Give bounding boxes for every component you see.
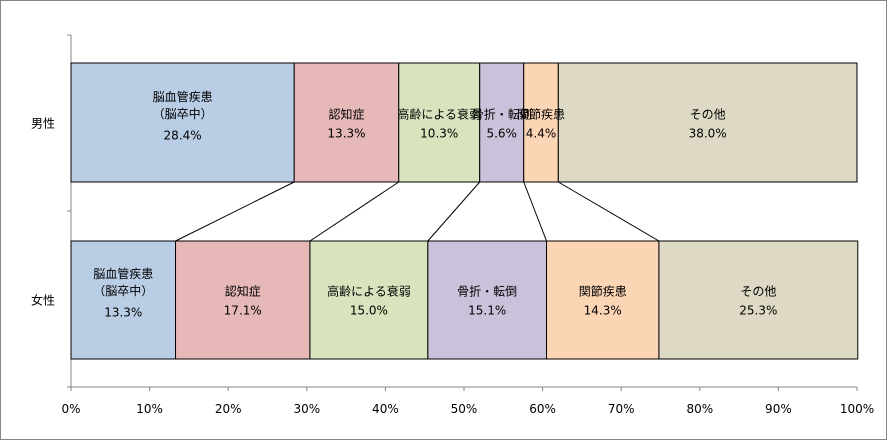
connector-line: [427, 181, 481, 242]
x-tick-label: 30%: [293, 402, 321, 416]
segment-name: 高齢による衰弱: [397, 107, 482, 121]
value-label: 10.3%: [420, 126, 459, 140]
x-tick-label: 20%: [214, 402, 242, 416]
bar-segment: [309, 240, 429, 360]
segment-name: その他: [740, 284, 777, 299]
segment-name: 骨折・転倒: [471, 107, 532, 121]
bar-segment: [70, 62, 295, 183]
x-tick-label: 80%: [686, 402, 714, 416]
bar-segment: [398, 62, 481, 183]
connector-line: [523, 181, 547, 242]
x-tick-label: 70%: [607, 402, 635, 416]
segment-name: 認知症: [224, 284, 261, 299]
bar-segment: [523, 62, 559, 183]
connector-line: [175, 181, 295, 242]
x-tick-label: 10%: [136, 402, 163, 416]
x-tick-label: 50%: [450, 402, 478, 416]
segment-name: 認知症: [328, 107, 365, 121]
value-label: 5.6%: [486, 126, 517, 140]
segment-name: 関節疾患: [517, 107, 566, 121]
value-label: 13.3%: [104, 305, 143, 320]
y-tick-label: 男性: [30, 116, 56, 130]
value-label: 28.4%: [163, 128, 202, 142]
segment-name: 脳血管疾患 （脳卒中）: [152, 89, 213, 121]
bar-segment: [557, 62, 858, 183]
bar-segment: [293, 62, 400, 183]
x-tick-label: 40%: [372, 402, 399, 416]
bar-segment: [175, 240, 311, 360]
value-label: 14.3%: [583, 303, 622, 318]
segment-name: 脳血管疾患 （脳卒中）: [93, 267, 154, 298]
bar-segment: [427, 240, 548, 360]
x-tick-label: 90%: [765, 402, 792, 416]
x-tick-label: 60%: [529, 402, 556, 416]
bar-segment: [70, 240, 177, 360]
value-label: 15.1%: [468, 303, 507, 318]
bar-segment: [479, 62, 525, 183]
x-tick-label: 0%: [61, 402, 81, 416]
bar-segment: [658, 240, 859, 360]
y-tick-label: 女性: [30, 293, 56, 308]
value-label: 25.3%: [739, 303, 778, 318]
x-tick-label: 100%: [839, 402, 875, 416]
segment-name: 高齢による衰弱: [327, 284, 411, 299]
value-label: 15.0%: [349, 303, 388, 318]
connector-line: [309, 181, 400, 242]
value-label: 38.0%: [688, 126, 727, 140]
value-label: 13.3%: [327, 126, 366, 140]
segment-name: 骨折・転倒: [457, 284, 518, 299]
bar-segment: [546, 240, 660, 360]
segment-name: 関節疾患: [578, 284, 627, 299]
value-label: 4.4%: [525, 126, 557, 140]
value-label: 17.1%: [223, 303, 262, 318]
segment-name: その他: [689, 107, 726, 121]
connector-line: [558, 181, 660, 242]
